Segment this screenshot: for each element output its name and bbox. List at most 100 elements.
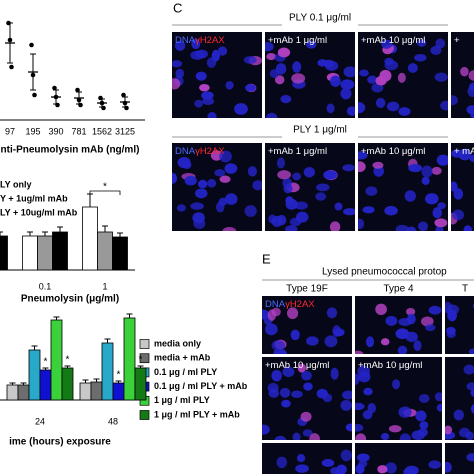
legend-label: 1 μg / ml PLY + mAb: [154, 409, 240, 419]
tile-label-part: DNA: [265, 299, 286, 310]
nucleus: [282, 366, 295, 378]
nucleus: [428, 305, 442, 315]
nucleus: [217, 46, 228, 56]
legend-label: LY + 10ug/ml mAb: [0, 207, 78, 217]
nucleus: [430, 45, 442, 55]
nucleus: [405, 307, 416, 316]
nucleus: [346, 106, 355, 116]
nucleus: [385, 315, 398, 326]
nucleus: [345, 423, 352, 432]
nucleus: [463, 225, 473, 231]
nucleus: [316, 388, 328, 399]
legend-label: 0.1 μg / ml PLY: [154, 367, 217, 377]
nucleus: [276, 456, 288, 469]
nucleus: [417, 221, 429, 231]
nucleus: [375, 75, 387, 86]
nucleus: [306, 336, 319, 346]
nucleus: [384, 60, 399, 71]
bar: [28, 349, 41, 401]
nucleus: [295, 464, 309, 473]
nucleus: [184, 175, 197, 186]
data-point: [121, 92, 126, 98]
tile-label-part: γH2AX: [195, 35, 225, 46]
significance-bracket: [89, 190, 121, 195]
micrograph: DNAγH2AX: [172, 143, 262, 231]
nucleus: [194, 99, 204, 108]
x-axis-title: ime (hours) exposure: [9, 437, 111, 448]
legend-swatch: [139, 339, 150, 349]
significance-mark: *: [44, 357, 48, 368]
nucleus: [290, 329, 300, 341]
nucleus: [375, 97, 386, 108]
tile-label-part: +mAb 10 μg/ml: [361, 35, 425, 46]
nucleus: [355, 350, 364, 354]
tile-label: +mAb 10 μg/ml: [265, 360, 329, 371]
nucleus: [174, 40, 186, 51]
panel-label: E: [262, 251, 271, 266]
micrograph-background: [172, 32, 262, 118]
row-title: PLY 0.1 μg/ml: [289, 13, 351, 24]
nucleus: [362, 410, 373, 420]
nucleus: [191, 38, 201, 50]
nucleus: [340, 449, 352, 462]
nucleus: [381, 39, 393, 49]
nucleus: [415, 410, 427, 422]
bar: [61, 367, 74, 401]
nucleus: [195, 71, 207, 81]
nucleus: [224, 193, 238, 205]
nucleus: [355, 423, 364, 432]
nucleus: [215, 201, 225, 213]
nucleus: [355, 373, 360, 385]
nucleus: [294, 201, 308, 210]
significance-mark: *: [117, 370, 121, 381]
nucleus: [385, 462, 397, 474]
nucleus: [367, 75, 378, 84]
nucleus: [277, 47, 291, 58]
nucleus: [424, 193, 439, 205]
nucleus: [323, 170, 338, 180]
micrograph: +mAb 10 μg/ml: [262, 357, 352, 440]
legend-label: 1 μg / ml PLY: [154, 395, 210, 405]
nucleus: [375, 303, 387, 315]
nucleus: [355, 402, 365, 411]
micrograph: +mAb 1 μg/ml: [265, 143, 355, 231]
panel-title: Lysed pneumococcal protop: [322, 267, 447, 278]
significance-mark: *: [103, 182, 107, 193]
data-point: [9, 64, 14, 70]
nucleus: [289, 217, 302, 227]
bar: [0, 235, 8, 271]
nucleus: [355, 433, 367, 440]
nucleus: [330, 75, 341, 87]
column-title: T: [462, 284, 468, 295]
tile-label-part: γH2AX: [195, 146, 225, 157]
tile-label: DNAγH2AX: [175, 35, 225, 46]
nucleus: [458, 148, 472, 161]
nucleus: [292, 61, 302, 73]
nucleus: [468, 348, 474, 354]
nucleus: [282, 177, 292, 188]
bar: [123, 317, 136, 401]
nucleus: [195, 49, 209, 59]
bar: [134, 367, 147, 401]
nucleus: [356, 453, 370, 462]
nucleus: [326, 103, 335, 114]
nucleus: [398, 318, 412, 326]
x-tick-label: 195: [25, 126, 40, 136]
nucleus: [281, 399, 291, 408]
nucleus: [244, 205, 257, 217]
nucleus: [297, 363, 306, 373]
nucleus: [414, 53, 427, 62]
nucleus: [463, 364, 474, 375]
nucleus: [343, 66, 355, 78]
legend-swatch: [139, 410, 150, 420]
nucleus: [265, 42, 274, 52]
bar: [79, 382, 92, 401]
nucleus: [172, 60, 183, 68]
tile-label-part: +mAb 1 μg/ml: [268, 146, 327, 157]
nucleus: [269, 69, 280, 79]
nucleus: [380, 432, 390, 440]
nucleus: [276, 157, 286, 169]
nucleus: [322, 59, 335, 68]
nucleus: [225, 80, 234, 90]
